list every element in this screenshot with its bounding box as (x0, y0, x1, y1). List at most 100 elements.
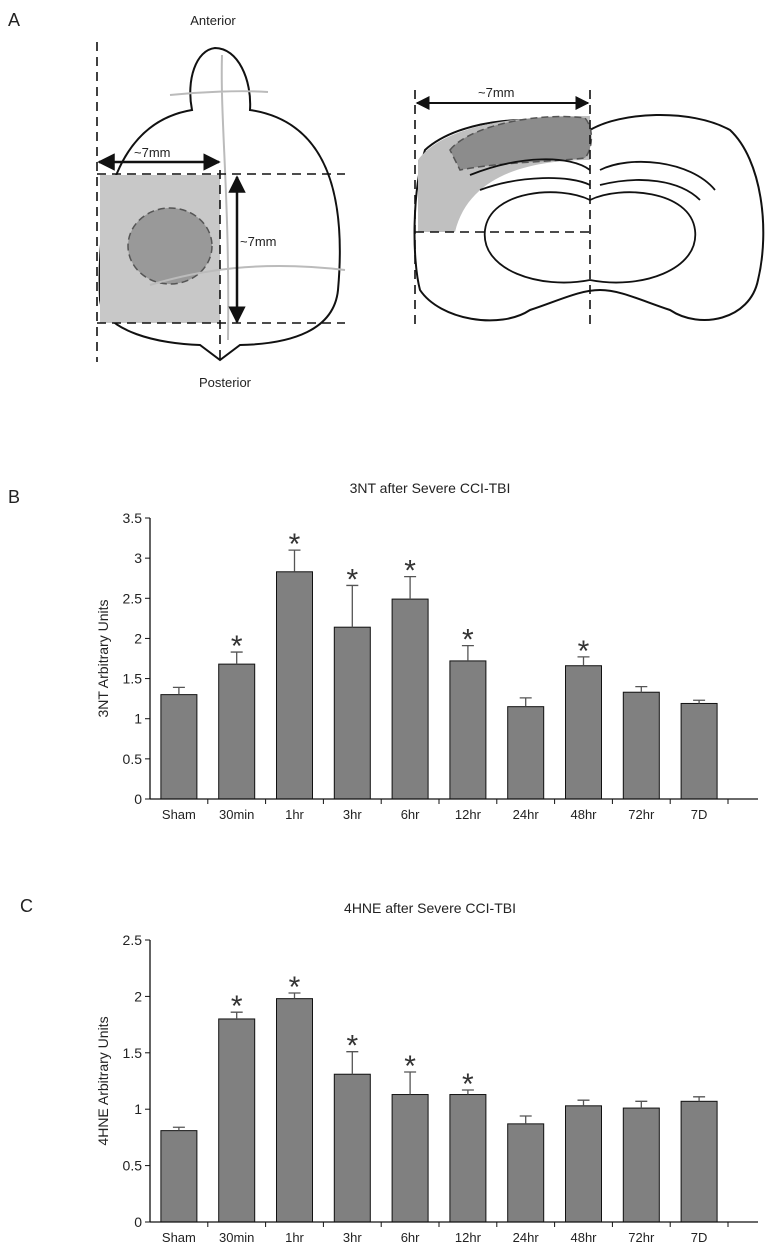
x-tick-label: Sham (162, 1230, 196, 1245)
width-label: ~7mm (134, 145, 170, 160)
x-tick-label: 6hr (401, 1230, 420, 1245)
bar (449, 660, 487, 800)
bar (507, 1123, 545, 1223)
error-bar (519, 1115, 532, 1124)
error-bar (635, 685, 648, 693)
y-tick-label: 0 (134, 791, 142, 807)
x-tick-label: 7D (691, 807, 708, 822)
height-label: ~7mm (240, 234, 276, 249)
error-bar (346, 584, 359, 628)
x-tick-label: 1hr (285, 1230, 304, 1245)
significance-marker: * (289, 971, 301, 1004)
x-tick-label: 30min (219, 1230, 254, 1245)
coronal-diagram: ~7mm (413, 85, 765, 330)
error-bar (577, 1099, 590, 1106)
y-tick-label: 2 (134, 988, 142, 1004)
significance-marker: * (462, 1068, 474, 1101)
y-tick-label: 3.5 (123, 510, 143, 526)
bar (565, 665, 602, 800)
error-bar (461, 1089, 474, 1095)
bar (333, 1073, 371, 1223)
x-tick-label: 12hr (455, 1230, 482, 1245)
width-label: ~7mm (478, 85, 514, 100)
x-tick-label: 24hr (513, 807, 540, 822)
y-tick-label: 1.5 (123, 671, 143, 687)
error-bar (172, 686, 185, 695)
bar (160, 694, 198, 800)
bar-chart: 3NT after Severe CCI-TBI 3NT Arbitrary Un… (95, 480, 758, 822)
y-tick-label: 3 (134, 550, 142, 566)
anterior-label: Anterior (190, 13, 236, 28)
x-tick-label: 72hr (628, 807, 655, 822)
bar (622, 1107, 660, 1223)
y-tick-label: 1.5 (123, 1045, 143, 1061)
error-bar (693, 699, 706, 704)
bar (276, 998, 313, 1223)
error-bar (519, 697, 532, 707)
x-tick-label: Sham (162, 807, 196, 822)
significance-marker: * (346, 563, 358, 596)
x-tick-label: 6hr (401, 807, 420, 822)
significance-marker: * (289, 528, 301, 561)
error-bar (693, 1096, 706, 1102)
error-bar (288, 549, 301, 572)
significance-marker: * (231, 630, 243, 663)
chart-title: 4HNE after Severe CCI-TBI (344, 900, 516, 916)
bar (391, 598, 429, 800)
panel-label: A (8, 10, 20, 30)
significance-marker: * (462, 624, 474, 657)
bar (449, 1094, 487, 1223)
error-bar (172, 1126, 185, 1131)
error-bar (230, 1011, 243, 1019)
x-tick-label: 30min (219, 807, 254, 822)
x-tick-label: 3hr (343, 807, 362, 822)
bar (276, 571, 313, 800)
x-tick-label: 3hr (343, 1230, 362, 1245)
error-bar (230, 651, 243, 665)
significance-marker: * (578, 635, 590, 668)
error-bar (346, 1051, 359, 1075)
x-tick-label: 1hr (285, 807, 304, 822)
panel-label: C (20, 896, 33, 916)
chart-title: 3NT after Severe CCI-TBI (350, 480, 511, 496)
x-tick-label: 24hr (513, 1230, 540, 1245)
bar (333, 626, 371, 800)
x-tick-label: 72hr (628, 1230, 655, 1245)
error-bar (404, 1071, 417, 1095)
error-bar (288, 992, 301, 999)
y-tick-label: 1 (134, 1101, 142, 1117)
significance-marker: * (346, 1030, 358, 1063)
y-axis-title: 3NT Arbitrary Units (95, 600, 111, 718)
error-bar (404, 575, 417, 600)
posterior-label: Posterior (199, 375, 252, 390)
dorsal-diagram: Anterior Posterior ~7mm ~7mm (96, 13, 346, 390)
y-tick-label: 0.5 (123, 751, 143, 767)
y-tick-label: 2.5 (123, 590, 143, 606)
x-tick-label: 12hr (455, 807, 482, 822)
y-axis-title: 4HNE Arbitrary Units (95, 1016, 111, 1145)
bar (218, 1018, 256, 1223)
y-tick-label: 2 (134, 630, 142, 646)
bar (391, 1094, 429, 1223)
bar (622, 691, 660, 800)
bar-chart: 4HNE after Severe CCI-TBI 4HNE Arbitrary … (95, 900, 758, 1245)
error-bar (577, 656, 590, 666)
x-tick-label: 48hr (570, 807, 597, 822)
y-tick-label: 2.5 (123, 932, 143, 948)
bar (160, 1130, 198, 1223)
panel-label: B (8, 487, 20, 507)
y-tick-label: 0.5 (123, 1158, 143, 1174)
error-bar (635, 1100, 648, 1109)
significance-marker: * (404, 555, 416, 588)
bar (680, 1100, 718, 1223)
y-tick-label: 1 (134, 711, 142, 727)
bar (218, 663, 256, 800)
bar (680, 702, 718, 800)
x-tick-label: 7D (691, 1230, 708, 1245)
bar (507, 706, 545, 800)
bar (565, 1105, 602, 1223)
significance-marker: * (231, 990, 243, 1023)
y-tick-label: 0 (134, 1214, 142, 1230)
